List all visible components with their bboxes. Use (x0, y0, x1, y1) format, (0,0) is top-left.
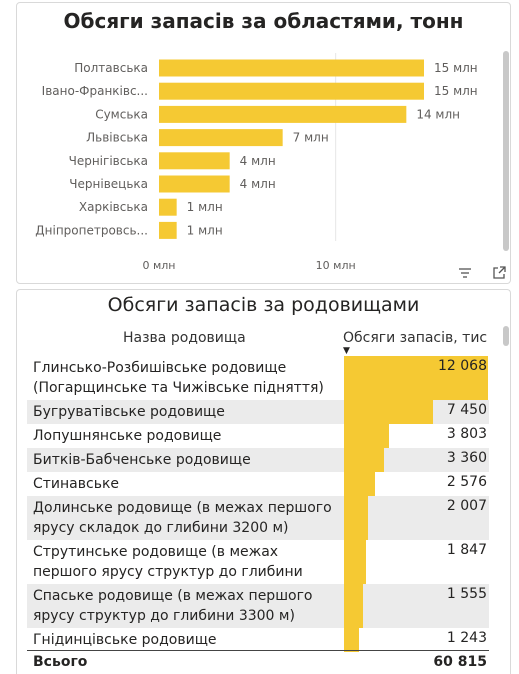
table-row[interactable]: Глинсько-Розбишівське родовище (Погарщин… (27, 356, 489, 400)
field-value: 3 803 (446, 426, 487, 442)
bar[interactable] (159, 175, 230, 193)
data-label: 14 млн (416, 107, 460, 121)
value-data-bar (344, 356, 488, 400)
table-row[interactable]: Стинавське 2 576 (27, 472, 489, 496)
field-value: 3 360 (446, 450, 487, 466)
table-row[interactable]: Долинське родовище (в межах першого ярус… (27, 496, 489, 540)
value-data-bar (344, 496, 368, 540)
category-label: Харківська (79, 200, 148, 214)
field-name: Битків-Бабченське родовище (33, 452, 251, 468)
value-data-bar (344, 584, 363, 628)
category-label: Чернігівська (69, 154, 148, 168)
category-label: Дніпропетровсь... (35, 223, 148, 237)
category-label: Чернівецька (69, 177, 148, 191)
field-name: Гнідинцівське родовище (33, 632, 217, 648)
table-row[interactable]: Лопушнянське родовище 3 803 (27, 424, 489, 448)
table-row[interactable]: Гнідинцівське родовище 1 243 (27, 628, 489, 652)
field-value: 1 847 (446, 542, 487, 558)
column-header-name[interactable]: Назва родовища (123, 330, 246, 346)
field-name: Бугруватівське родовище (33, 404, 225, 420)
column-header-value[interactable]: Обсяги запасів, тис. т (343, 330, 487, 346)
filter-icon[interactable] (457, 265, 473, 281)
field-value: 1 555 (446, 586, 487, 602)
table-row[interactable]: Струтинське родовище (в межах першого яр… (27, 540, 489, 600)
total-value: 60 815 (433, 654, 487, 670)
value-data-bar (344, 400, 433, 424)
category-label: Львівська (86, 131, 148, 145)
data-label: 4 млн (240, 154, 276, 168)
field-value: 2 576 (446, 474, 487, 490)
x-tick-label: 0 млн (142, 259, 175, 272)
data-label: 7 млн (293, 131, 329, 145)
chart-scrollbar[interactable] (503, 51, 509, 251)
data-label: 1 млн (187, 223, 223, 237)
field-name: Долинське родовище (в межах першого ярус… (33, 500, 332, 536)
fields-table-card: Обсяги запасів за родовищами Назва родов… (16, 289, 511, 674)
chart-title: Обсяги запасів за областями, тонн (63, 9, 464, 33)
value-data-bar (344, 448, 385, 472)
focus-mode-icon[interactable] (491, 265, 507, 281)
field-value: 12 068 (438, 358, 487, 374)
total-row: Всього 60 815 (27, 650, 489, 674)
category-label: Полтавська (74, 61, 148, 75)
value-data-bar (344, 472, 375, 496)
bar[interactable] (159, 198, 177, 216)
x-tick-label: 10 млн (316, 259, 356, 272)
bar[interactable] (159, 105, 407, 123)
bar[interactable] (159, 221, 177, 239)
field-value: 7 450 (446, 402, 487, 418)
field-name: Лопушнянське родовище (33, 428, 222, 444)
data-label: 15 млн (434, 61, 478, 75)
value-data-bar (344, 424, 390, 448)
field-name: Глинсько-Розбишівське родовище (Погарщин… (33, 360, 324, 396)
table-row[interactable]: Спаське родовище (в межах першого ярусу … (27, 584, 489, 628)
bar[interactable] (159, 59, 424, 77)
data-label: 15 млн (434, 84, 478, 98)
total-label: Всього (33, 654, 88, 670)
field-value: 1 243 (446, 630, 487, 646)
table-row[interactable]: Бугруватівське родовище 7 450 (27, 400, 489, 424)
sort-descending-icon[interactable]: ▼ (343, 346, 350, 356)
bar[interactable] (159, 152, 230, 170)
value-data-bar (344, 628, 359, 652)
field-name: Стинавське (33, 476, 120, 492)
value-data-bar (344, 540, 367, 584)
data-label: 1 млн (187, 200, 223, 214)
regions-bar-chart: 0 млн 10 млн Полтавська 15 млн Івано-Франків… (35, 53, 478, 272)
category-label: Сумська (95, 107, 148, 121)
table-scrollbar[interactable] (503, 326, 509, 346)
bar[interactable] (159, 129, 283, 147)
field-name: Спаське родовище (в межах першого ярусу … (33, 588, 313, 624)
bar[interactable] (159, 82, 424, 100)
table-title: Обсяги запасів за родовищами (107, 294, 420, 316)
category-label: Івано-Франківс... (42, 84, 148, 98)
field-value: 2 007 (446, 498, 487, 514)
regions-chart-card: Обсяги запасів за областями, тонн 0 млн 1… (16, 2, 511, 284)
table-row[interactable]: Битків-Бабченське родовище 3 360 (27, 448, 489, 472)
data-label: 4 млн (240, 177, 276, 191)
